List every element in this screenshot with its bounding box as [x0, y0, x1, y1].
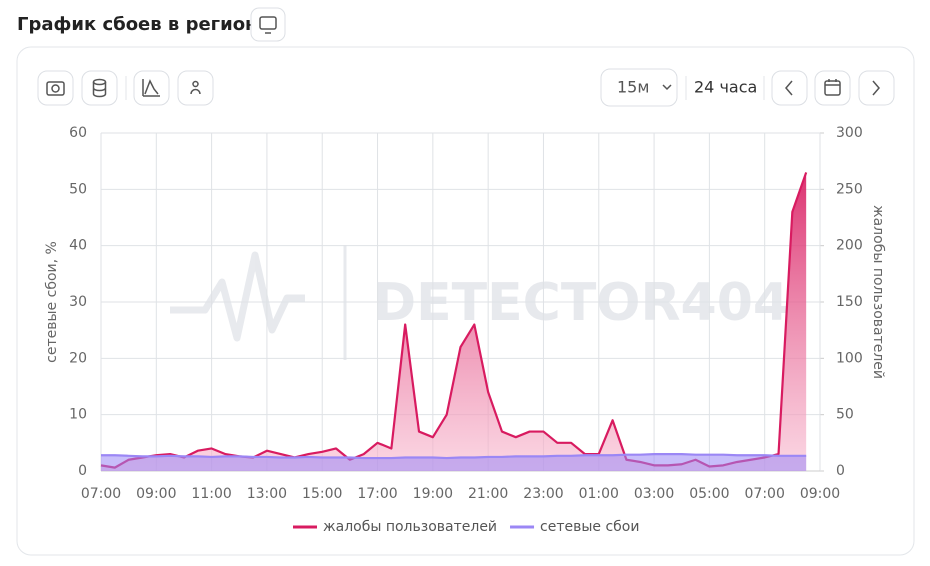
- x-tick-label: 07:00: [81, 486, 121, 502]
- interval-value: 15м: [617, 78, 649, 97]
- y2-axis-label: жалобы пользователей: [870, 205, 886, 379]
- area-mode-button[interactable]: [133, 70, 170, 106]
- chart: 0 10 20 30 40 50 60 0 50 100 150 200 250 300 07:00 09:0…: [44, 125, 886, 535]
- legend-label: сетевые сбои: [540, 519, 639, 535]
- x-tick-label: 23:00: [523, 486, 563, 502]
- x-tick-label: 05:00: [689, 486, 729, 502]
- y2-tick-label: 50: [836, 407, 854, 423]
- area: [101, 172, 807, 471]
- y-tick-label: 20: [69, 350, 87, 366]
- x-tick-label: 19:00: [413, 486, 453, 502]
- embed-button[interactable]: [250, 7, 286, 42]
- x-tick-label: 11:00: [191, 486, 231, 502]
- y-axis-label: сетевые сбои, %: [44, 241, 60, 363]
- interval-select[interactable]: 15м: [600, 68, 678, 107]
- user-button[interactable]: [177, 70, 214, 106]
- x-tick-label: 03:00: [634, 486, 674, 502]
- y2-tick-label: 300: [836, 125, 863, 141]
- y-tick-label: 40: [69, 238, 87, 254]
- data-button[interactable]: [81, 70, 118, 106]
- y2-tick-label: 150: [836, 294, 863, 310]
- x-tick-label: 21:00: [468, 486, 508, 502]
- page-title: График сбоев в регионе: [17, 14, 270, 35]
- legend-item[interactable]: жалобы пользователей: [293, 519, 497, 535]
- x-tick-label: 17:00: [357, 486, 397, 502]
- y2-tick-label: 200: [836, 238, 863, 254]
- y-tick-label: 60: [69, 125, 87, 141]
- legend-item[interactable]: сетевые сбои: [510, 519, 639, 535]
- legend-label: жалобы пользователей: [323, 519, 497, 535]
- calendar-button[interactable]: [814, 70, 851, 106]
- y2-tick-label: 250: [836, 181, 863, 197]
- x-tick-label: 01:00: [579, 486, 619, 502]
- line: [101, 453, 807, 460]
- range-label: 24 часа: [694, 78, 757, 97]
- x-tick-label: 13:00: [247, 486, 287, 502]
- y-tick-label: 0: [78, 463, 87, 479]
- y2-tick-label: 0: [836, 463, 845, 479]
- x-tick-label: 15:00: [302, 486, 342, 502]
- screenshot-button[interactable]: [37, 70, 74, 106]
- x-tick-label: 09:00: [800, 486, 840, 502]
- x-tick-label: 09:00: [136, 486, 176, 502]
- watermark: DETECTOR404: [373, 273, 789, 333]
- prev-button[interactable]: [771, 70, 808, 106]
- card: [16, 46, 915, 556]
- y-tick-label: 50: [69, 181, 87, 197]
- y-tick-label: 30: [69, 294, 87, 310]
- x-tick-label: 07:00: [745, 486, 785, 502]
- next-button[interactable]: [858, 70, 895, 106]
- y2-tick-label: 100: [836, 350, 863, 366]
- y-tick-label: 10: [69, 407, 87, 423]
